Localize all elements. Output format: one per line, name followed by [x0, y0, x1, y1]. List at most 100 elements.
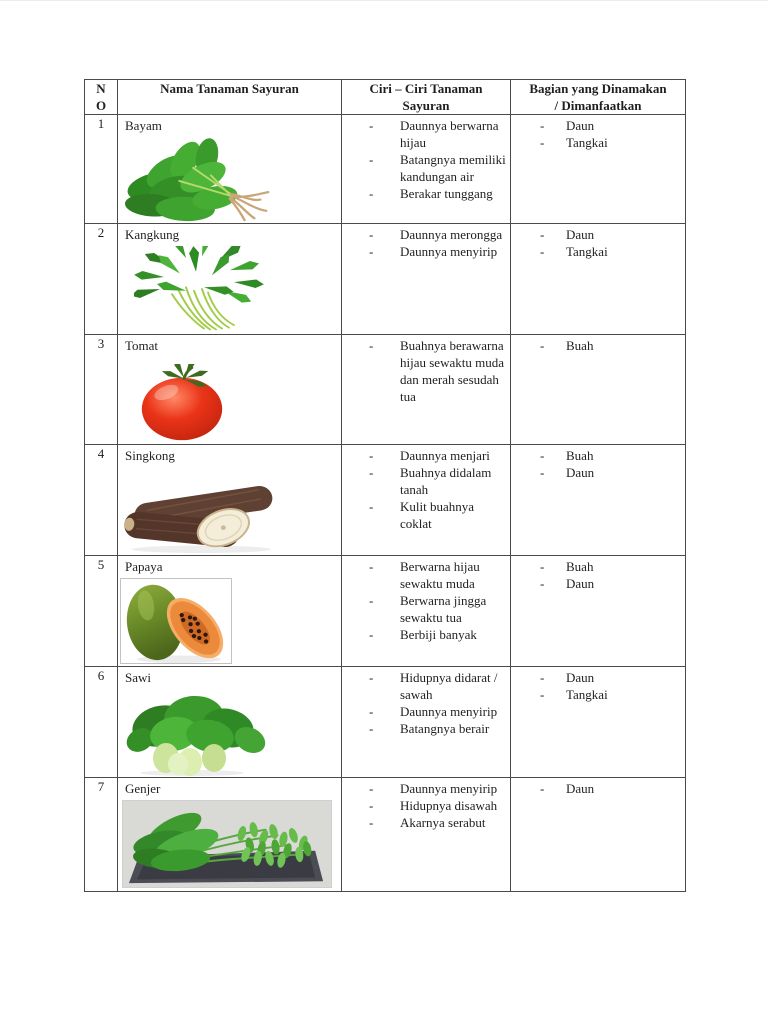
dash-marker: -: [369, 704, 374, 719]
bagian-list: - Buah: [512, 336, 685, 355]
row-number: 3: [84, 334, 118, 445]
tomat-photo: [133, 364, 231, 442]
ciri-list: - Buahnya berawarna hijau sewaktu muda da…: [343, 336, 510, 406]
genjer-photo: [122, 800, 332, 888]
list-item: - Daunnya menyirip: [369, 704, 498, 719]
list-item: - Daunnya menyirip: [369, 781, 498, 796]
header-bagian-line2: / Dimanfaatkan: [554, 98, 642, 113]
list-item: - Tangkai: [540, 244, 608, 259]
header-bagian: Bagian yang Dinamakan / Dimanfaatkan: [510, 79, 686, 115]
dash-marker: -: [540, 781, 545, 796]
header-no-line2: O: [95, 98, 107, 113]
dash-marker: -: [369, 559, 374, 574]
row-number: 7: [84, 777, 118, 892]
dash-marker: -: [540, 448, 545, 463]
list-item: - Hidupnya didarat / sawah: [369, 670, 498, 702]
singkong-photo: [122, 474, 286, 554]
list-item: - Batangnya memiliki kandungan air: [369, 152, 506, 184]
name-cell: Singkong: [117, 444, 342, 556]
dash-marker: -: [369, 781, 374, 796]
list-item: - Daunnya menyirip: [369, 244, 498, 259]
bagian-cell: - Buah: [510, 334, 686, 445]
dash-marker: -: [369, 815, 374, 830]
kangkung-illustration: [134, 246, 264, 331]
ciri-list: - Daunnya menyirip - Hidupnya disawah - Aka…: [343, 779, 510, 832]
list-item: - Batangnya berair: [369, 721, 490, 736]
list-item: - Akarnya serabut: [369, 815, 486, 830]
list-item: - Tangkai: [540, 687, 608, 702]
list-item: - Berwarna jingga sewaktu tua: [369, 593, 487, 625]
name-cell: Sawi: [117, 666, 342, 778]
header-nama: Nama Tanaman Sayuran: [117, 79, 342, 115]
dash-marker: -: [369, 499, 374, 514]
bagian-cell: - Daun - Tangkai: [510, 666, 686, 778]
header-no: N O: [84, 79, 118, 115]
dash-marker: -: [540, 227, 545, 242]
name-cell: Papaya: [117, 555, 342, 667]
list-item: - Daunnya berwarna hijau: [369, 118, 499, 150]
list-item: - Daun: [540, 670, 595, 685]
dash-marker: -: [540, 244, 545, 259]
name-cell: Bayam: [117, 114, 342, 224]
list-item: - Buahnya didalam tanah: [369, 465, 492, 497]
plant-name: Kangkung: [125, 227, 180, 242]
bayam-photo: [120, 138, 288, 222]
plant-name: Genjer: [125, 781, 161, 796]
plant-name: Papaya: [125, 559, 163, 574]
dash-marker: -: [369, 465, 374, 480]
header-bagian-line1: Bagian yang Dinamakan: [529, 81, 667, 96]
dash-marker: -: [540, 687, 545, 702]
list-item: - Berwarna hijau sewaktu muda: [369, 559, 480, 591]
ciri-cell: - Daunnya merongga - Daunnya menyirip: [341, 223, 511, 335]
list-item: - Tangkai: [540, 135, 608, 150]
ciri-cell: - Hidupnya didarat / sawah - Daunnya menyi…: [341, 666, 511, 778]
dash-marker: -: [540, 465, 545, 480]
list-item: - Buahnya berawarna hijau sewaktu muda da…: [369, 338, 504, 404]
plant-name: Tomat: [125, 338, 159, 353]
dash-marker: -: [369, 152, 374, 167]
tomato-illustration: [141, 364, 223, 441]
header-no-line1: N: [96, 81, 106, 96]
list-item: - Buah: [540, 338, 594, 353]
ciri-cell: - Daunnya berwarna hijau - Batangnya memil…: [341, 114, 511, 224]
bagian-cell: - Daun - Tangkai: [510, 223, 686, 335]
dash-marker: -: [369, 798, 374, 813]
bagian-list: - Daun: [512, 779, 685, 798]
cassava-illustration: [124, 486, 273, 554]
dash-marker: -: [369, 448, 374, 463]
header-ciri-line2: Sayuran: [402, 98, 450, 113]
table-row: 3 Tomat: [84, 334, 686, 445]
list-item: - Daunnya menjari: [369, 448, 490, 463]
table-row: 7 Genjer: [84, 777, 686, 892]
bagian-cell: - Buah - Daun: [510, 555, 686, 667]
header-ciri-line1: Ciri – Ciri Tanaman: [369, 81, 483, 96]
dash-marker: -: [369, 186, 374, 201]
papaya-photo: [120, 578, 232, 664]
list-item: - Berbiji banyak: [369, 627, 477, 642]
plant-name: Singkong: [125, 448, 175, 463]
plant-name: Sawi: [125, 670, 151, 685]
dash-marker: -: [369, 670, 374, 685]
name-cell: Tomat: [117, 334, 342, 445]
dash-marker: -: [540, 559, 545, 574]
papaya-illustration: [126, 584, 224, 663]
bagian-list: - Daun - Tangkai: [512, 668, 685, 704]
table-row: 2 Kangkung: [84, 223, 686, 335]
ciri-list: - Hidupnya didarat / sawah - Daunnya menyi…: [343, 668, 510, 738]
ciri-list: - Daunnya berwarna hijau - Batangnya memil…: [343, 116, 510, 203]
ciri-cell: - Daunnya menjari - Buahnya didalam tanah …: [341, 444, 511, 556]
dash-marker: -: [369, 118, 374, 133]
kangkung-photo: [134, 246, 266, 332]
bagian-list: - Buah - Daun: [512, 557, 685, 593]
dash-marker: -: [369, 593, 374, 608]
table-header-row: N O Nama Tanaman Sayuran Ciri – Ciri Tan…: [84, 79, 686, 115]
dash-marker: -: [540, 118, 545, 133]
ciri-cell: - Daunnya menyirip - Hidupnya disawah - Aka…: [341, 777, 511, 892]
ciri-list: - Berwarna hijau sewaktu muda - Berwarna j…: [343, 557, 510, 644]
genjer-illustration: [123, 801, 331, 887]
list-item: - Hidupnya disawah: [369, 798, 498, 813]
table-row: 1 Bayam: [84, 114, 686, 224]
dash-marker: -: [540, 576, 545, 591]
list-item: - Daunnya merongga: [369, 227, 503, 242]
